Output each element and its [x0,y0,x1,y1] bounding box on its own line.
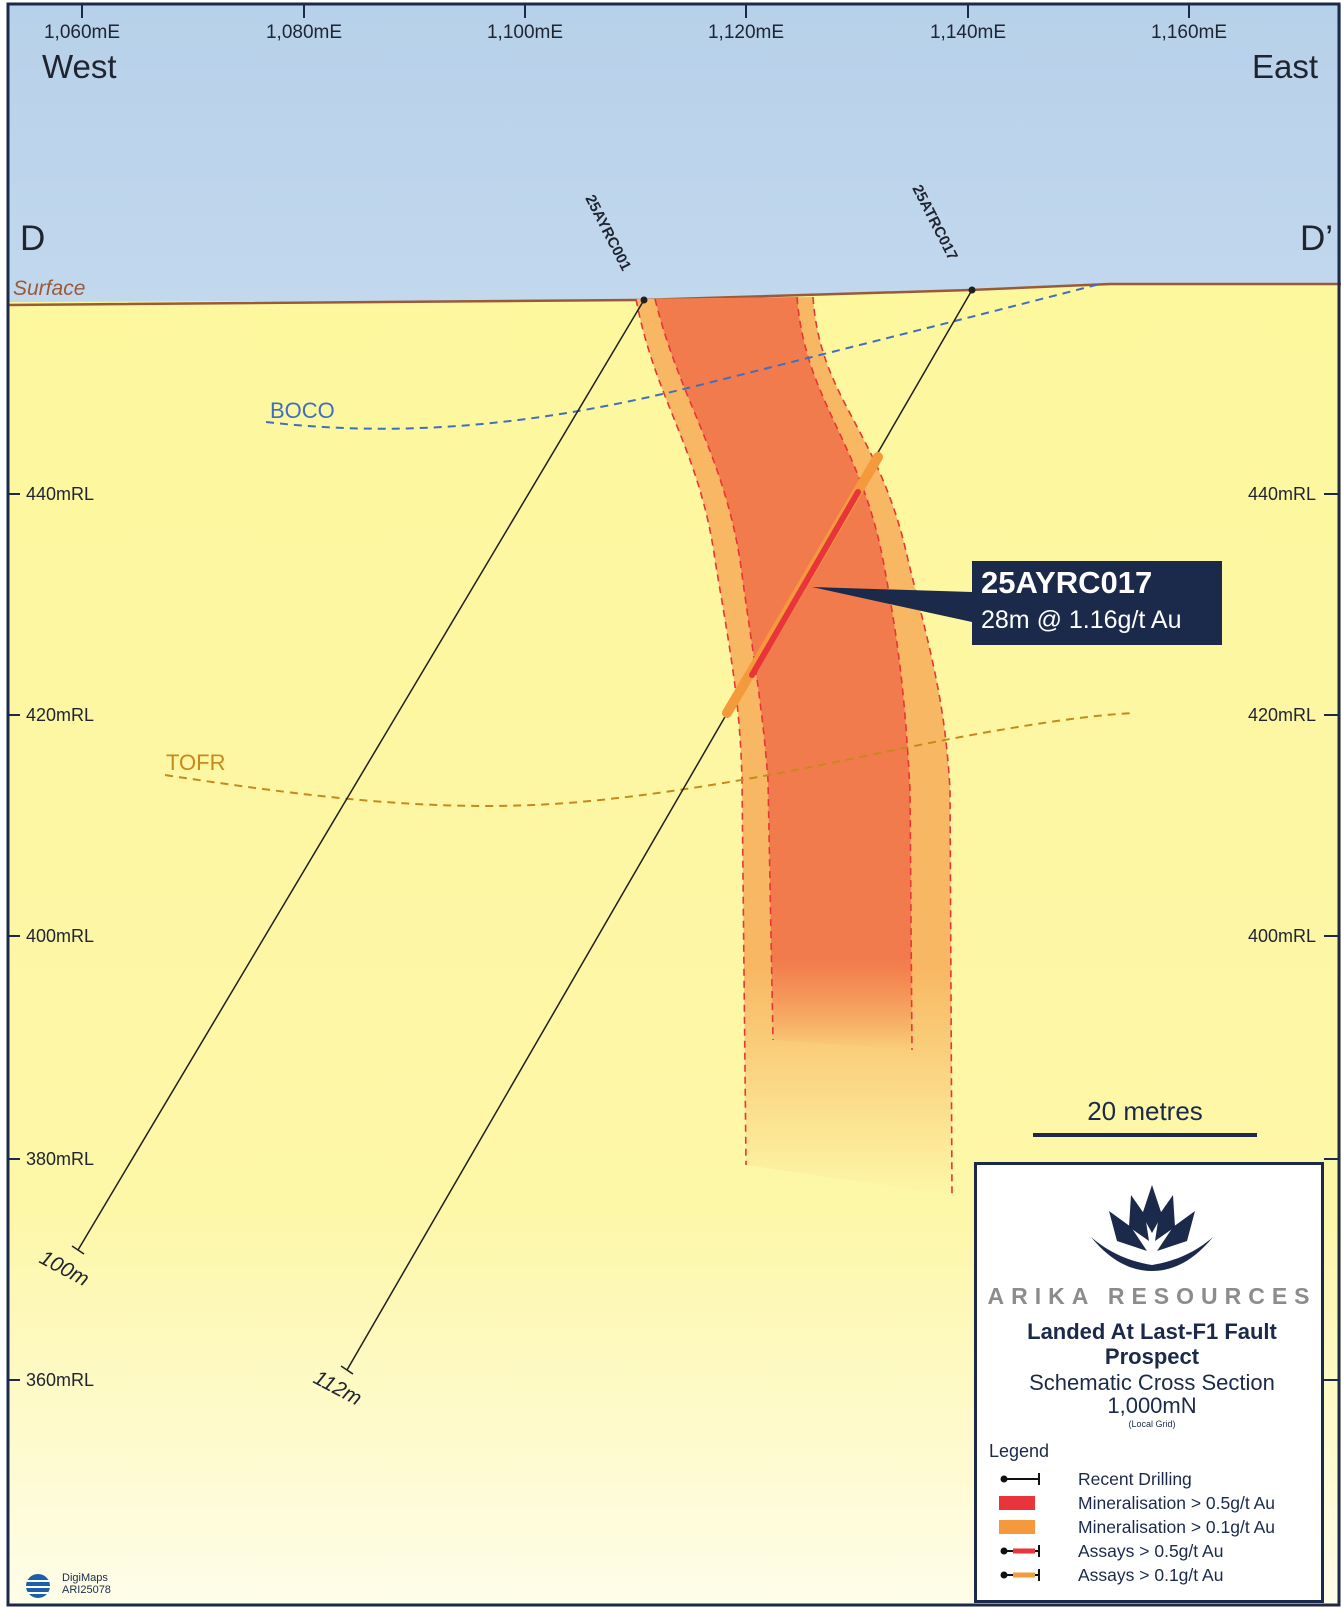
grade-contours [635,296,953,1196]
rl-label-440-right: 440mRL [1248,484,1316,504]
assay-interval-high-grade [749,489,861,678]
rl-ticks [8,493,1339,1381]
section-type-title: Schematic Cross Section [1029,1370,1275,1395]
tofr-boundary [164,712,1136,807]
drillhole-trace-25AYRC001 [77,299,645,1251]
assay-callout: 25AYRC017 28m @ 1.16g/t Au [972,561,1222,645]
digimaps-globe-icon [26,1574,50,1598]
rl-label-360-left: 360mRL [26,1370,94,1390]
boco-label: BOCO [270,398,335,423]
legend-panel: ARIKA RESOURCES Landed At Last-F1 Fault … [974,1162,1324,1603]
rl-label-440-left: 440mRL [26,484,94,504]
legend-label: Mineralisation > 0.5g/t Au [1078,1493,1275,1513]
prospect-title: Landed At Last-F1 Fault Prospect [1027,1319,1277,1369]
easting-label-1060: 1,060mE [44,22,120,43]
surface-label: Surface [13,277,85,300]
legend-label: Mineralisation > 0.1g/t Au [1078,1517,1275,1537]
tofr-label: TOFR [166,750,225,775]
section-northing-title: 1,000mN [1107,1393,1197,1418]
drillhole-end-25ATRC017 [340,1365,354,1375]
scale-line [1033,1133,1257,1137]
legend-item-assays-low: Assays > 0.1g/t Au [977,1563,1327,1587]
legend-label: Assays > 0.1g/t Au [1078,1565,1224,1585]
scale-label: 20 metres [1087,1096,1203,1126]
rl-label-380-left: 380mRL [26,1149,94,1169]
lotus-logo-icon [1091,1185,1213,1271]
legend-label: Assays > 0.5g/t Au [1078,1541,1224,1561]
mineralisation-high-swatch [999,1496,1035,1510]
digimaps-brand-name: DigiMaps [62,1572,108,1584]
rl-label-400-left: 400mRL [26,926,94,946]
legend-item-assays-high: Assays > 0.5g/t Au [977,1539,1327,1563]
direction-east-label: East [1252,48,1318,85]
legend-label: Recent Drilling [1078,1469,1192,1489]
rl-label-420-left: 420mRL [26,705,94,725]
legend-heading: Legend [989,1441,1050,1461]
section-end-label: D’ [1300,219,1333,258]
rl-label-400-right: 400mRL [1248,926,1316,946]
mineralisation-high-grade [655,297,912,1050]
drillhole-collar-25AYRC001 [640,296,648,304]
easting-ticks [81,4,1190,18]
company-name: ARIKA RESOURCES [987,1283,1317,1309]
legend-item-mineralisation-high: Mineralisation > 0.5g/t Au [977,1491,1327,1515]
callout-result: 28m @ 1.16g/t Au [981,606,1182,634]
assays-high-symbol [1000,1545,1040,1557]
map-frame [6,2,1341,1607]
boco-boundary [265,283,1101,430]
drillhole-collar-25ATRC017 [968,286,976,294]
section-start-label: D [20,219,45,258]
easting-label-1160: 1,160mE [1151,22,1227,43]
recent-drilling-symbol [1000,1473,1040,1485]
grid-note: (Local Grid) [1128,1419,1176,1429]
easting-label-1080: 1,080mE [266,22,342,43]
digimaps-footer: DigiMaps ARI25078 [26,1570,146,1600]
easting-label-1140: 1,140mE [930,22,1006,43]
direction-west-label: West [42,48,117,85]
assays-low-symbol [1000,1569,1040,1581]
easting-label-1100: 1,100mE [487,22,563,43]
callout-hole-id: 25AYRC017 [981,565,1153,600]
mineralisation-low-swatch [999,1520,1035,1534]
easting-label-1120: 1,120mE [708,22,784,43]
digimaps-brand: DigiMaps ARI25078 [62,1572,111,1596]
rl-label-420-right: 420mRL [1248,705,1316,725]
scale-bar: 20 metres [1033,1096,1257,1140]
legend-item-mineralisation-low: Mineralisation > 0.1g/t Au [977,1515,1327,1539]
drillhole-end-25AYRC001 [71,1245,85,1255]
callout-pointer [812,587,972,622]
legend-item-recent-drilling: Recent Drilling [977,1467,1327,1491]
digimaps-code: ARI25078 [62,1584,111,1596]
